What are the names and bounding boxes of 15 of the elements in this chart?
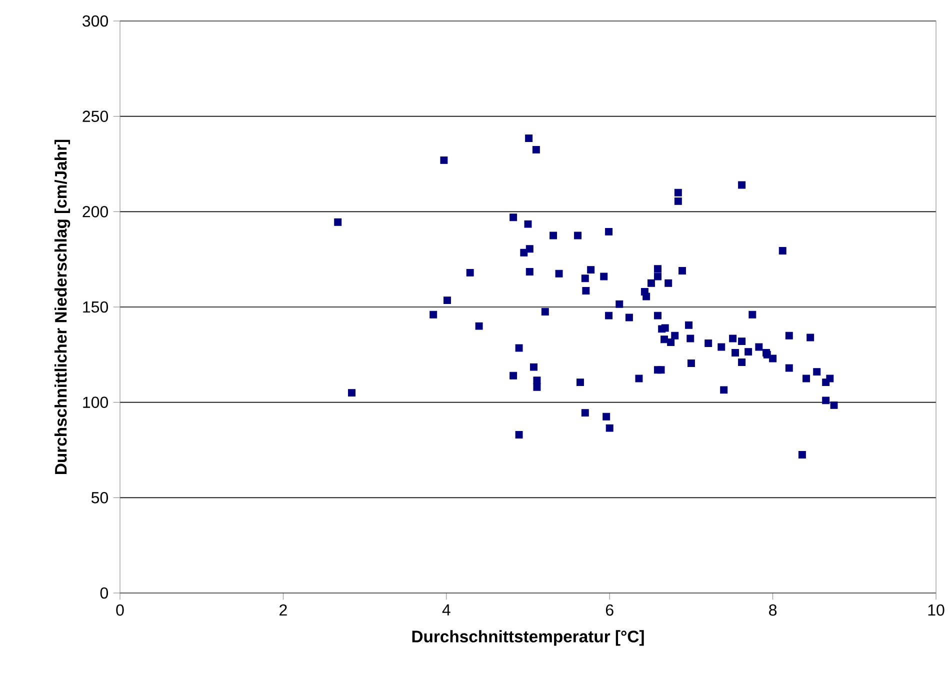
x-tick-label: 0 bbox=[116, 604, 124, 616]
y-tick-label: 50 bbox=[91, 492, 108, 504]
y-tick-label: 250 bbox=[82, 110, 108, 122]
y-tick-label: 300 bbox=[82, 15, 108, 27]
x-tick-label: 2 bbox=[280, 604, 287, 616]
y-tick-label: 100 bbox=[83, 396, 108, 408]
x-tick-label: 4 bbox=[442, 604, 450, 616]
x-axis-title: Durchschnittstemperatur [°C] bbox=[412, 630, 644, 646]
x-tick-label: 6 bbox=[606, 604, 614, 616]
x-tick-label: 8 bbox=[769, 604, 777, 616]
x-tick-label: 10 bbox=[928, 604, 944, 616]
y-axis-title: Durchschnittlicher Niederschlag [cm/Jahr] bbox=[54, 140, 70, 474]
y-tick-label: 0 bbox=[100, 587, 108, 599]
y-tick-label: 200 bbox=[82, 206, 108, 218]
y-tick-label: 150 bbox=[83, 301, 108, 313]
